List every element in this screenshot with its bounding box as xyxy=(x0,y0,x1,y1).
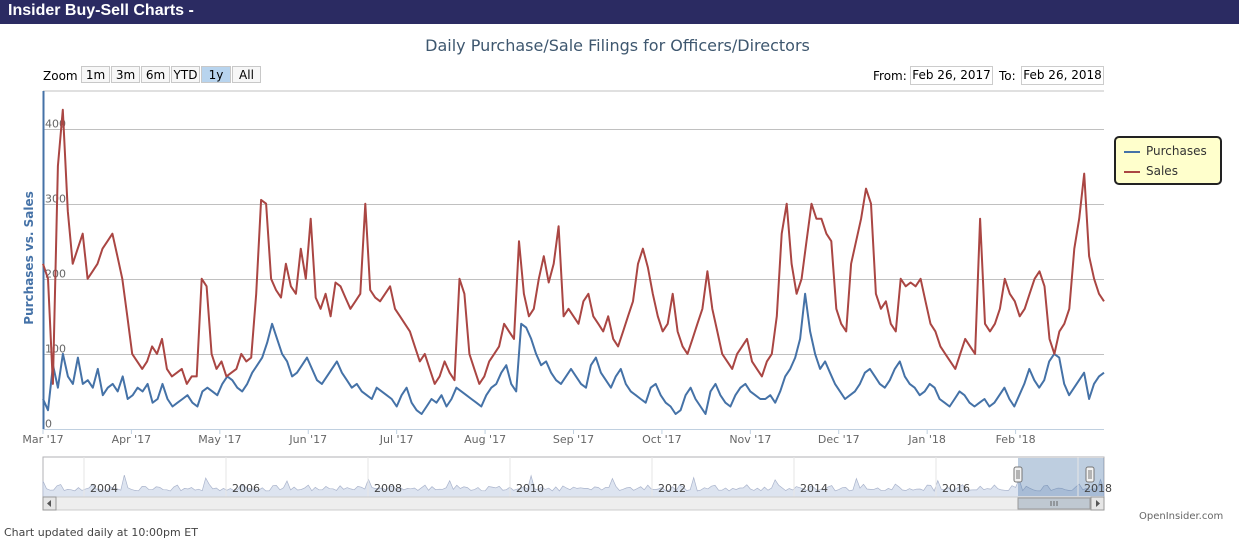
zoom-label: Zoom xyxy=(43,69,78,83)
x-tick-label-4: Jul '17 xyxy=(379,433,414,446)
x-tick-label-8: Nov '17 xyxy=(729,433,771,446)
x-tick-label-1: Apr '17 xyxy=(112,433,152,446)
legend-item-purchases[interactable]: Purchases xyxy=(1124,144,1207,158)
navigator-year-label-2012: 2012 xyxy=(658,482,686,495)
to-label: To: xyxy=(999,69,1016,83)
navigator-year-label-2006: 2006 xyxy=(232,482,260,495)
page-header: Insider Buy-Sell Charts - xyxy=(0,0,1239,24)
navigator-handle-left[interactable] xyxy=(1013,466,1023,483)
zoom-3m-button[interactable]: 3m xyxy=(111,66,140,83)
legend: Purchases Sales xyxy=(1114,136,1222,185)
grid-lines xyxy=(43,90,1104,430)
x-tick-label-5: Aug '17 xyxy=(464,433,506,446)
x-tick-label-10: Jan '18 xyxy=(907,433,945,446)
legend-sales-line-icon xyxy=(1124,170,1140,173)
y-tick-label-0: 0 xyxy=(45,418,52,431)
x-tick-label-3: Jun '17 xyxy=(288,433,327,446)
chart-title: Daily Purchase/Sale Filings for Officers… xyxy=(425,36,810,55)
from-label: From: xyxy=(873,69,907,83)
navigator: 2004 2006 2008 2010 2012 2014 2016 2018 xyxy=(42,456,1112,511)
series-line-purchases[interactable] xyxy=(42,292,1105,415)
page-header-title: Insider Buy-Sell Charts - xyxy=(8,2,194,19)
x-tick-label-0: Mar '17 xyxy=(22,433,63,446)
navigator-scrollbar-track[interactable] xyxy=(42,496,1105,511)
footer-update-note: Chart updated daily at 10:00pm ET xyxy=(4,526,198,539)
navigator-year-label-2010: 2010 xyxy=(516,482,544,495)
series-lines xyxy=(42,108,1105,415)
navigator-handle-right[interactable] xyxy=(1085,466,1095,483)
navigator-year-label-2004: 2004 xyxy=(90,482,118,495)
x-tick-label-6: Sep '17 xyxy=(553,433,594,446)
navigator-year-label-2008: 2008 xyxy=(374,482,402,495)
zoom-ytd-button[interactable]: YTD xyxy=(171,66,200,83)
series-line-sales[interactable] xyxy=(42,108,1105,385)
zoom-1m-button[interactable]: 1m xyxy=(81,66,110,83)
zoom-all-button[interactable]: All xyxy=(232,66,261,83)
footer-site-name: OpenInsider.com xyxy=(1139,511,1224,522)
navigator-year-label-2016: 2016 xyxy=(942,482,970,495)
legend-purchases-label: Purchases xyxy=(1146,144,1207,158)
legend-item-sales[interactable]: Sales xyxy=(1124,164,1178,178)
x-tick-label-2: May '17 xyxy=(198,433,241,446)
scroll-left-arrow-icon xyxy=(47,500,51,507)
x-tick-label-7: Oct '17 xyxy=(642,433,682,446)
y-tick-label-300: 300 xyxy=(45,193,66,206)
scroll-right-arrow-icon xyxy=(1096,500,1100,507)
zoom-6m-button[interactable]: 6m xyxy=(141,66,170,83)
navigator-year-label-2014: 2014 xyxy=(800,482,828,495)
legend-sales-label: Sales xyxy=(1146,164,1178,178)
y-axis-title: Purchases vs. Sales xyxy=(22,191,36,324)
x-axis: Mar '17 Apr '17 May '17 Jun '17 Jul '17 Aug '… xyxy=(22,429,1104,446)
navigator-sparkline xyxy=(42,474,1105,498)
navigator-year-label-2018: 2018 xyxy=(1084,482,1112,495)
from-date-input[interactable]: Feb 26, 2017 xyxy=(910,66,993,85)
legend-purchases-line-icon xyxy=(1124,150,1140,153)
chart-frame xyxy=(2,24,1231,524)
to-date-input[interactable]: Feb 26, 2018 xyxy=(1021,66,1104,85)
x-tick-label-9: Dec '17 xyxy=(818,433,860,446)
zoom-1y-button[interactable]: 1y xyxy=(201,66,231,83)
x-tick-label-11: Feb '18 xyxy=(996,433,1036,446)
